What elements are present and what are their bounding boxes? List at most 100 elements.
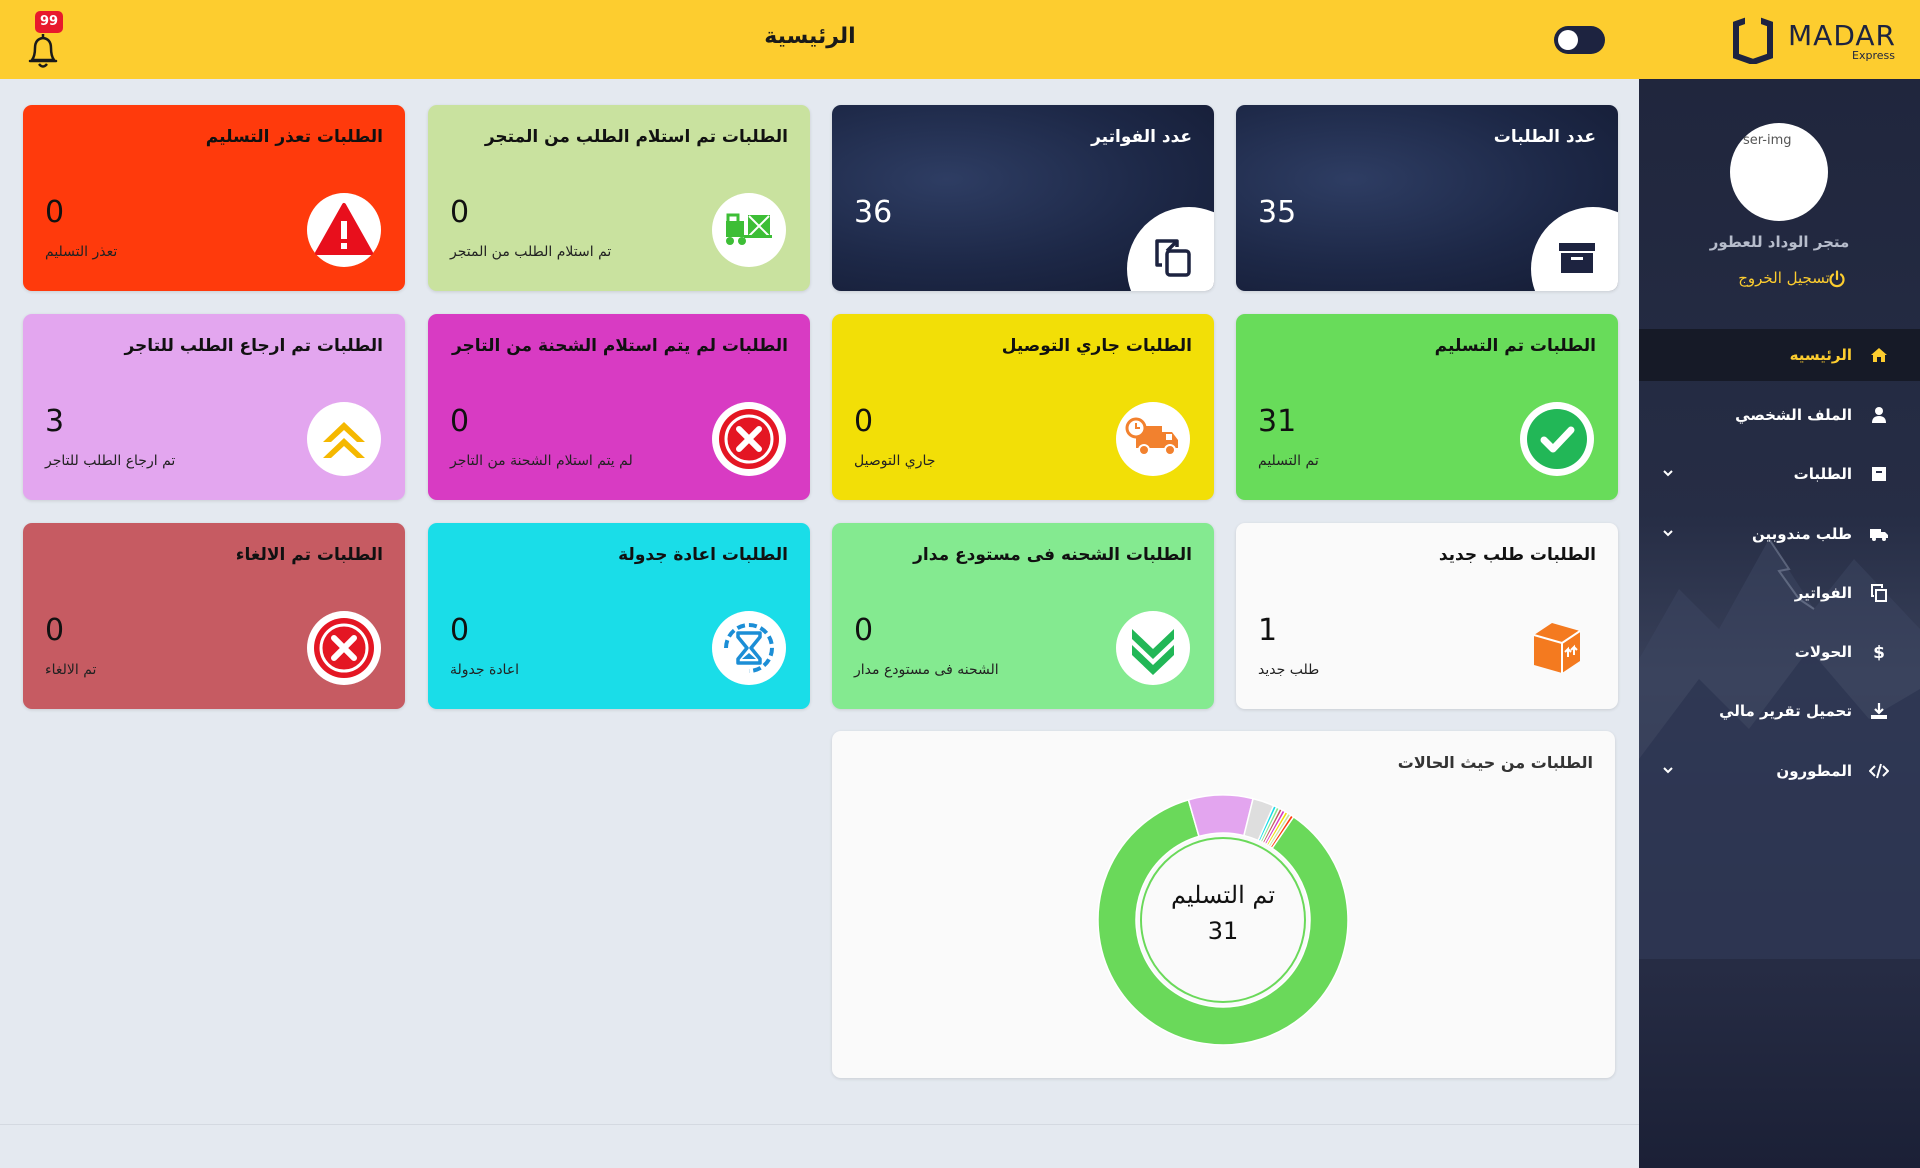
card-title: الطلبات تعذر التسليم — [205, 127, 383, 147]
x-circle-icon — [719, 409, 779, 469]
truck-icon — [1870, 529, 1888, 541]
chevrons-up-icon — [323, 422, 365, 458]
hourglass-icon — [724, 623, 774, 673]
card-subtitle: تم ارجاع الطلب للتاجر — [45, 453, 176, 469]
x-circle-icon — [314, 618, 374, 678]
code-icon — [1869, 763, 1889, 779]
card-returned-to-merchant[interactable]: الطلبات تم ارجاع الطلب للتاجر 3 تم ارجاع… — [23, 314, 405, 500]
bell-icon[interactable] — [26, 30, 60, 70]
card-title: الطلبات تم ارجاع الطلب للتاجر — [124, 336, 383, 356]
chart-slice-1[interactable] — [1187, 794, 1254, 838]
alert-icon — [315, 203, 373, 255]
card-subtitle: تم استلام الطلب من المتجر — [450, 244, 612, 260]
madar-logo[interactable] — [1733, 16, 1903, 64]
logout-link[interactable]: تسجيل الخروج — [1738, 269, 1830, 287]
card-count: 3 — [45, 404, 65, 439]
chart-title: الطلبات من حيث الحالات — [1397, 753, 1593, 772]
chevron-down-icon[interactable] — [1661, 763, 1675, 777]
power-icon[interactable] — [1828, 270, 1846, 288]
store-name: متجر الوداد للعطور — [1709, 233, 1850, 251]
card-count: 0 — [45, 195, 65, 230]
card-subtitle: تم الالغاء — [45, 662, 97, 678]
card-delivered[interactable]: الطلبات تم التسليم 31 تم التسليم — [1236, 314, 1618, 500]
forklift-icon — [726, 213, 772, 245]
card-count: 35 — [1258, 195, 1297, 230]
chart-center-label: تم التسليم — [1170, 881, 1276, 909]
card-in-warehouse[interactable]: الطلبات الشحنه فى مستودع مدار 0 الشحنه ف… — [832, 523, 1214, 709]
notification-badge[interactable]: 99 — [35, 11, 63, 33]
sidebar-item-developers[interactable]: المطورون — [1639, 745, 1920, 797]
card-count: 0 — [450, 404, 470, 439]
card-count: 36 — [854, 195, 893, 230]
logo-subtext: Express — [1852, 49, 1895, 62]
dollar-icon: $ — [1873, 643, 1885, 662]
card-count: 1 — [1258, 613, 1278, 648]
card-icon-circle — [1531, 207, 1618, 291]
sidebar-item-label: الحولات — [1794, 643, 1852, 661]
card-icon-circle — [1116, 611, 1190, 685]
download-icon — [1871, 703, 1887, 719]
card-subtitle: طلب جديد — [1258, 662, 1320, 678]
card-invoices-count[interactable]: عدد الفواتير 36 — [832, 105, 1214, 291]
sidebar-item-invoices[interactable]: الفواتير — [1639, 567, 1920, 619]
sidebar-item-transfers[interactable]: الحولات $ — [1639, 626, 1920, 678]
card-title: الطلبات تم التسليم — [1434, 336, 1596, 356]
sidebar-item-courier-request[interactable]: طلب مندوبين — [1639, 508, 1920, 560]
card-in-delivery[interactable]: الطلبات جاري التوصيل 0 جاري التوصيل — [832, 314, 1214, 500]
toggle-knob — [1558, 30, 1578, 50]
card-count: 0 — [854, 404, 874, 439]
sidebar-item-label: الطلبات — [1793, 465, 1852, 483]
card-received-from-store[interactable]: الطلبات تم استلام الطلب من المتجر 0 تم ا… — [428, 105, 810, 291]
card-subtitle: الشحنه فى مستودع مدار — [854, 662, 999, 678]
card-icon-circle — [307, 402, 381, 476]
avatar[interactable] — [1730, 123, 1828, 221]
card-count: 31 — [1258, 404, 1297, 439]
sidebar-item-label: تحميل تقرير مالي — [1719, 702, 1852, 720]
chart-inner-ring — [1140, 837, 1306, 1003]
card-subtitle: تم التسليم — [1258, 453, 1319, 469]
card-subtitle: اعادة جدولة — [450, 662, 520, 678]
theme-toggle[interactable] — [1554, 26, 1605, 54]
sidebar-item-home[interactable]: الرئيسيه — [1639, 329, 1920, 381]
check-icon — [1527, 409, 1587, 469]
sidebar-item-profile[interactable]: الملف الشخصي — [1639, 389, 1920, 441]
sidebar: ser-img متجر الوداد للعطور تسجيل الخروج … — [1639, 79, 1920, 1168]
page-title: الرئيسية — [764, 24, 856, 49]
top-header: MADAR Express الرئيسية 99 — [0, 0, 1920, 79]
card-orders-count[interactable]: عدد الطلبات 35 — [1236, 105, 1618, 291]
chevron-down-icon[interactable] — [1661, 526, 1675, 540]
box-icon — [1872, 467, 1886, 481]
sidebar-item-label: المطورون — [1776, 762, 1852, 780]
card-icon-circle — [1116, 402, 1190, 476]
card-title: عدد الفواتير — [1091, 127, 1192, 147]
home-icon — [1871, 348, 1887, 362]
chevron-down-icon[interactable] — [1661, 466, 1675, 480]
card-subtitle: تعذر التسليم — [45, 244, 118, 260]
chart-center-value: 31 — [1207, 917, 1239, 945]
card-new-order[interactable]: الطلبات طلب جديد 1 طلب جديد — [1236, 523, 1618, 709]
sidebar-item-financial-report[interactable]: تحميل تقرير مالي — [1639, 685, 1920, 737]
doughnut-chart[interactable] — [1092, 789, 1354, 1051]
card-rescheduled[interactable]: الطلبات اعادة جدولة 0 اعادة جدولة — [428, 523, 810, 709]
card-not-received-from-merchant[interactable]: الطلبات لم يتم استلام الشحنة من التاجر 0… — [428, 314, 810, 500]
card-title: الطلبات لم يتم استلام الشحنة من التاجر — [451, 336, 788, 356]
archive-icon — [1559, 243, 1595, 273]
card-icon-circle — [712, 193, 786, 267]
card-count: 0 — [854, 613, 874, 648]
chevrons-down-icon — [1132, 629, 1174, 675]
sidebar-item-label: طلب مندوبين — [1751, 525, 1852, 543]
sidebar-item-orders[interactable]: الطلبات — [1639, 448, 1920, 500]
card-subtitle: لم يتم استلام الشحنة من التاجر — [450, 453, 633, 469]
card-icon-circle — [1127, 207, 1214, 291]
user-icon — [1872, 407, 1886, 423]
card-icon-circle — [307, 193, 381, 267]
chart-slice-0[interactable] — [1097, 798, 1349, 1046]
chart-slice-9[interactable] — [1269, 813, 1295, 850]
package-icon — [1533, 623, 1581, 673]
card-cancelled[interactable]: الطلبات تم الالغاء 0 تم الالغاء — [23, 523, 405, 709]
card-failed-delivery[interactable]: الطلبات تعذر التسليم 0 تعذر التسليم — [23, 105, 405, 291]
card-title: الطلبات تم استلام الطلب من المتجر — [484, 127, 788, 147]
svg-text:$: $ — [1873, 643, 1885, 662]
sidebar-item-label: الفواتير — [1794, 584, 1852, 602]
copy-icon — [1871, 584, 1887, 602]
